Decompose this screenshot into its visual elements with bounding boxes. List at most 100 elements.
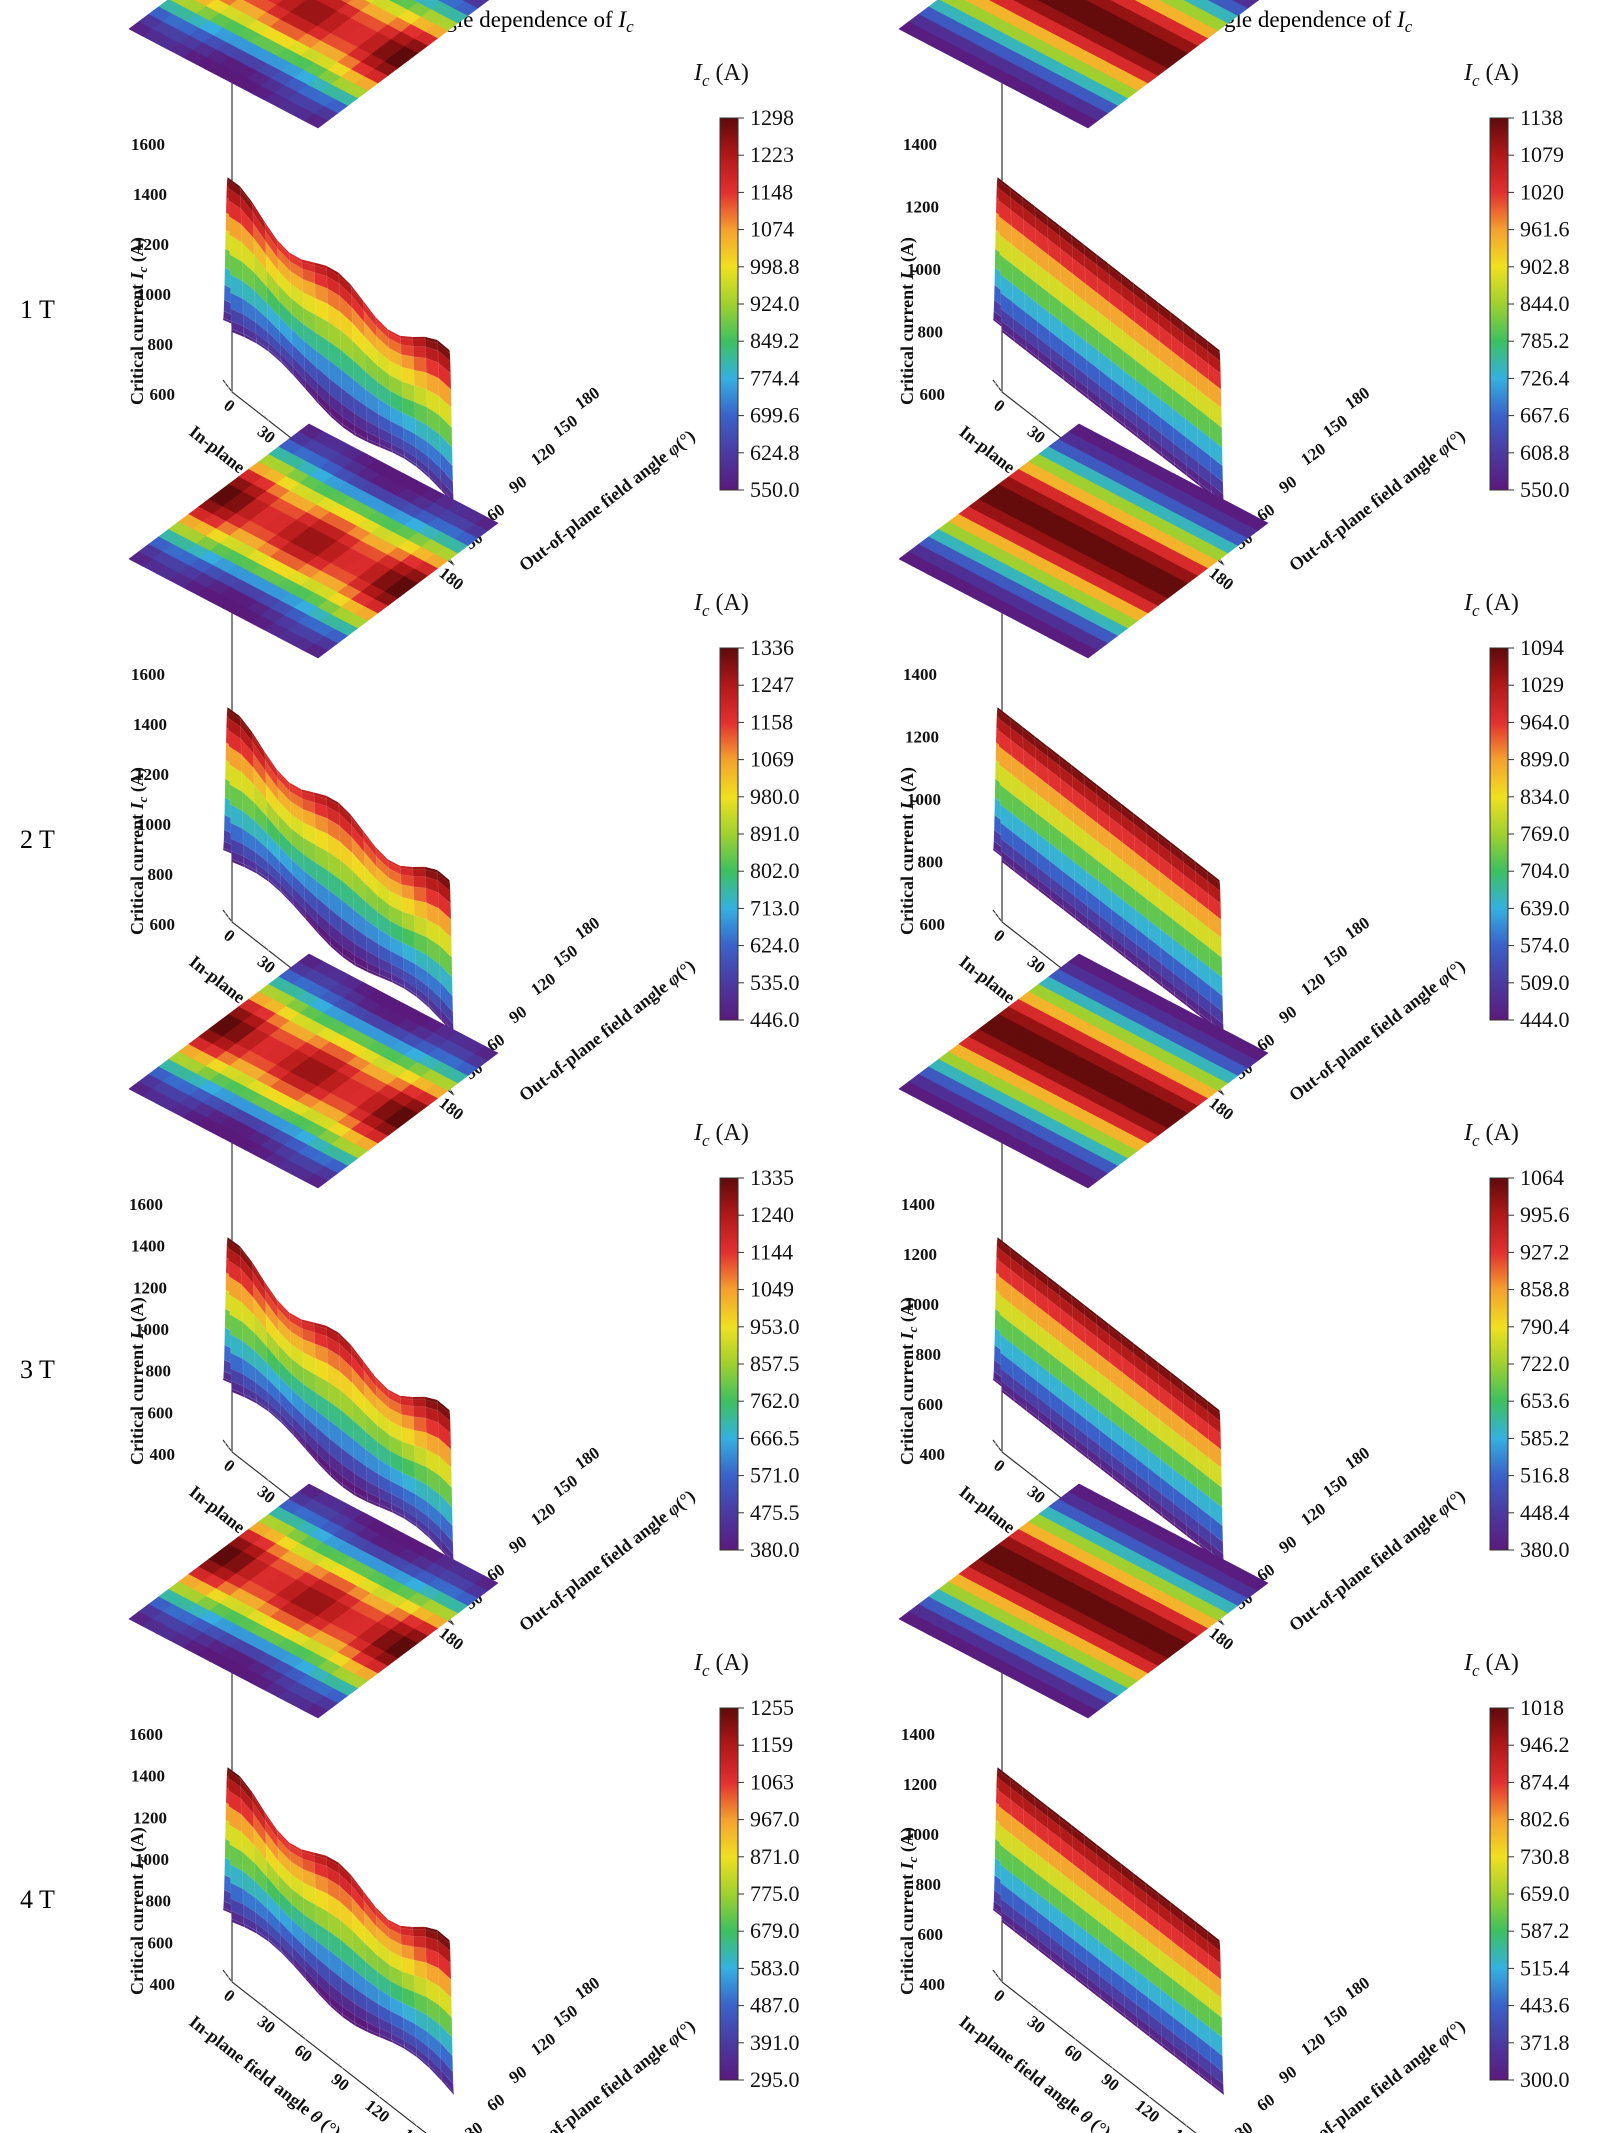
colorbar-gradient [1489, 1177, 1509, 1551]
colorbar-tick-label: 1336 [750, 635, 794, 660]
colorbar-tick-label: 1158 [750, 709, 793, 734]
colorbar-tick-label: 1298 [750, 105, 794, 130]
colorbar-title: Ic (A) [693, 60, 749, 90]
colorbar-tick-label: 1049 [750, 1277, 794, 1302]
colorbar-tick-label: 762.0 [750, 1388, 800, 1413]
contour-cell [291, 0, 306, 5]
phi-tick-label: 90 [1275, 472, 1300, 497]
contour-cell [228, 0, 254, 13]
contour-cell [1233, 0, 1259, 9]
colorbar-tick-label: 927.2 [1520, 1239, 1570, 1264]
phi-tick-label: 90 [505, 1002, 530, 1027]
phi-tick-label: 120 [527, 439, 559, 469]
colorbar: Ic (A)1335124011441049953.0857.5762.0666… [693, 1120, 800, 1562]
projected-contour-map [898, 423, 1269, 659]
surface-cell [412, 866, 426, 870]
colorbar-tick-label: 924.0 [750, 291, 800, 316]
colorbar-tick-label: 726.4 [1520, 365, 1570, 390]
colorbar-tick-label: 858.8 [1520, 1277, 1570, 1302]
surface-cell [412, 1929, 426, 1938]
theta-tick-label: 0 [990, 926, 1008, 946]
colorbar-tick-label: 844.0 [1520, 291, 1570, 316]
phi-tick-label: 150 [1319, 1471, 1351, 1501]
contour-cell [413, 0, 421, 3]
colorbar-tick-label: 509.0 [1520, 970, 1570, 995]
colorbar: Ic (A)1298122311481074998.8924.0849.2774… [693, 60, 800, 502]
colorbar-tick-label: 653.6 [1520, 1388, 1570, 1413]
colorbar-gradient [1489, 117, 1509, 491]
contour-cell [369, 0, 395, 11]
contour-cell [322, 0, 348, 11]
colorbar-tick-label: 785.2 [1520, 328, 1570, 353]
colorbar-tick-label: 834.0 [1520, 784, 1570, 809]
contour-cell [1207, 0, 1214, 2]
surface-cell [412, 1396, 426, 1400]
theta-tick-label: 180 [1205, 1093, 1237, 1124]
contour-cell [975, 0, 1001, 14]
z-tick-label: 1400 [131, 1237, 165, 1256]
colorbar-tick-label: 995.6 [1520, 1202, 1570, 1227]
contour-cell [170, 0, 192, 7]
theta-tick-label: 180 [1205, 563, 1237, 594]
colorbar-tick-label: 980.0 [750, 784, 800, 809]
colorbar-tick-label: 639.0 [1520, 895, 1570, 920]
phi-tick-label: 90 [1275, 1532, 1300, 1557]
z-tick-label: 1200 [135, 235, 169, 254]
colorbar-tick-label: 446.0 [750, 1007, 800, 1032]
colorbar-tick-label: 849.2 [750, 328, 800, 353]
theta-tick-label: 0 [990, 1456, 1008, 1476]
colorbar-tick-label: 1335 [750, 1165, 794, 1190]
phi-tick-label: 90 [505, 472, 530, 497]
phi-tick-label: 120 [1297, 439, 1329, 469]
colorbar-title: Ic (A) [693, 1120, 749, 1150]
colorbar-tick-label: 380.0 [1520, 1537, 1570, 1562]
z-tick-label: 600 [150, 385, 176, 404]
z-tick-label: 1200 [905, 198, 939, 217]
surface-cell [412, 869, 426, 878]
colorbar: Ic (A)1336124711581069980.0891.0802.0713… [693, 590, 800, 1032]
contour-cell [205, 0, 231, 14]
colorbar-tick-label: 550.0 [1520, 477, 1570, 502]
contour-cell [416, 0, 442, 10]
z-tick-label: 800 [918, 323, 944, 342]
contour-cell [316, 0, 329, 4]
colorbar: Ic (A)10941029964.0899.0834.0769.0704.06… [1463, 590, 1570, 1032]
phi-tick-label: 90 [1275, 1002, 1300, 1027]
phi-tick-label: 150 [549, 1471, 581, 1501]
surface-cell [439, 944, 453, 978]
contour-cell [988, 0, 1007, 6]
colorbar-tick-label: 902.8 [1520, 254, 1570, 279]
colorbar-tick-label: 1064 [1520, 1165, 1564, 1190]
colorbar-tick-label: 1223 [750, 142, 794, 167]
contour-cell [928, 0, 954, 14]
row-label-1t: 1 T [20, 295, 55, 324]
colorbar-tick-label: 624.0 [750, 933, 800, 958]
phi-tick-label: 120 [1297, 969, 1329, 999]
colorbar-tick-label: 475.5 [750, 1500, 800, 1525]
z-tick-label: 1600 [131, 135, 165, 154]
colorbar-gradient [719, 117, 739, 491]
colorbar-tick-label: 535.0 [750, 970, 800, 995]
colorbar-tick-label: 1079 [1520, 142, 1564, 167]
contour-cell [243, 0, 260, 6]
colorbar-tick-label: 802.0 [750, 858, 800, 883]
z-tick-label: 600 [918, 1395, 944, 1414]
contour-cell [1163, 0, 1189, 10]
colorbar-tick-label: 774.4 [750, 365, 800, 390]
surface-mesh [222, 706, 455, 1036]
colorbar-tick-label: 1144 [750, 1239, 793, 1264]
colorbar-title: Ic (A) [1463, 1120, 1519, 1150]
z-tick-label: 800 [146, 1362, 172, 1381]
theta-tick-label: 0 [220, 396, 238, 416]
surface-cell [438, 362, 452, 390]
colorbar-tick-label: 1020 [1520, 179, 1564, 204]
surface-cell [412, 1399, 426, 1408]
surface-cell [412, 1926, 426, 1930]
colorbar-tick-label: 380.0 [750, 1537, 800, 1562]
phi-tick-label: 150 [549, 941, 581, 971]
contour-cell [1186, 0, 1212, 10]
surface-cell [413, 1406, 427, 1419]
phi-tick-label: 120 [527, 1499, 559, 1529]
z-tick-label: 1400 [903, 665, 937, 684]
